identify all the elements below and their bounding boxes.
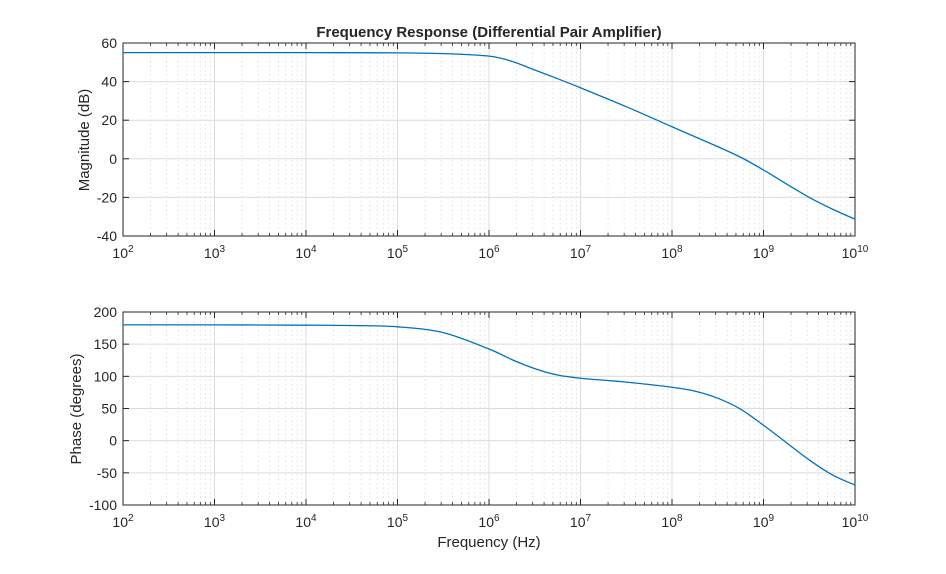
x-tick-label: 104 bbox=[295, 513, 317, 530]
magnitude-series-line bbox=[123, 51, 856, 220]
y-tick-label: 20 bbox=[101, 112, 117, 128]
x-tick-label: 108 bbox=[661, 244, 683, 261]
phase-axes: 102 103 104 105 106 107 108 109 1010 -100 -50 0 50 10… bbox=[89, 304, 869, 530]
y-tick-label: -20 bbox=[97, 189, 117, 205]
magnitude-y-axis-label: Magnitude (dB) bbox=[76, 89, 93, 192]
x-tick-label: 108 bbox=[661, 513, 683, 530]
phase-y-axis-label: Phase (degrees) bbox=[68, 354, 85, 465]
x-tick-label: 1010 bbox=[842, 513, 869, 530]
x-tick-label: 109 bbox=[753, 244, 775, 261]
x-tick-label: 102 bbox=[112, 513, 134, 530]
y-tick-label: 200 bbox=[94, 304, 118, 320]
y-tick-label: 0 bbox=[109, 151, 117, 167]
x-tick-label: 103 bbox=[204, 513, 226, 530]
y-tick-label: 40 bbox=[101, 74, 117, 90]
y-tick-label: 50 bbox=[101, 401, 117, 417]
x-tick-label: 105 bbox=[387, 244, 409, 261]
phase-series-line bbox=[122, 324, 856, 486]
axes-box bbox=[122, 42, 856, 237]
x-tick-label: 103 bbox=[204, 244, 226, 261]
x-tick-label: 105 bbox=[387, 513, 409, 530]
x-tick-label: 102 bbox=[112, 244, 134, 261]
x-tick-label: 107 bbox=[570, 513, 592, 530]
x-tick-label: 106 bbox=[478, 244, 500, 261]
y-tick-label: -40 bbox=[97, 228, 117, 244]
x-tick-label: 106 bbox=[478, 513, 500, 530]
y-tick-label: -100 bbox=[89, 497, 117, 513]
axes-box bbox=[122, 311, 856, 506]
y-tick-label: 150 bbox=[94, 336, 118, 352]
x-tick-label: 104 bbox=[295, 244, 317, 261]
phase-x-axis-label: Frequency (Hz) bbox=[437, 534, 540, 551]
y-tick-label: 0 bbox=[109, 433, 117, 449]
magnitude-axes: 102 103 104 105 106 107 108 109 1010 -40 -20 0 20 40 6… bbox=[97, 35, 869, 261]
x-tick-label: 107 bbox=[570, 244, 592, 261]
chart-title: Frequency Response (Differential Pair Am… bbox=[316, 24, 661, 41]
y-tick-label: 60 bbox=[101, 35, 117, 51]
x-tick-label: 1010 bbox=[842, 244, 869, 261]
y-tick-label: 100 bbox=[94, 368, 118, 384]
x-tick-label: 109 bbox=[753, 513, 775, 530]
y-tick-label: -50 bbox=[97, 465, 117, 481]
